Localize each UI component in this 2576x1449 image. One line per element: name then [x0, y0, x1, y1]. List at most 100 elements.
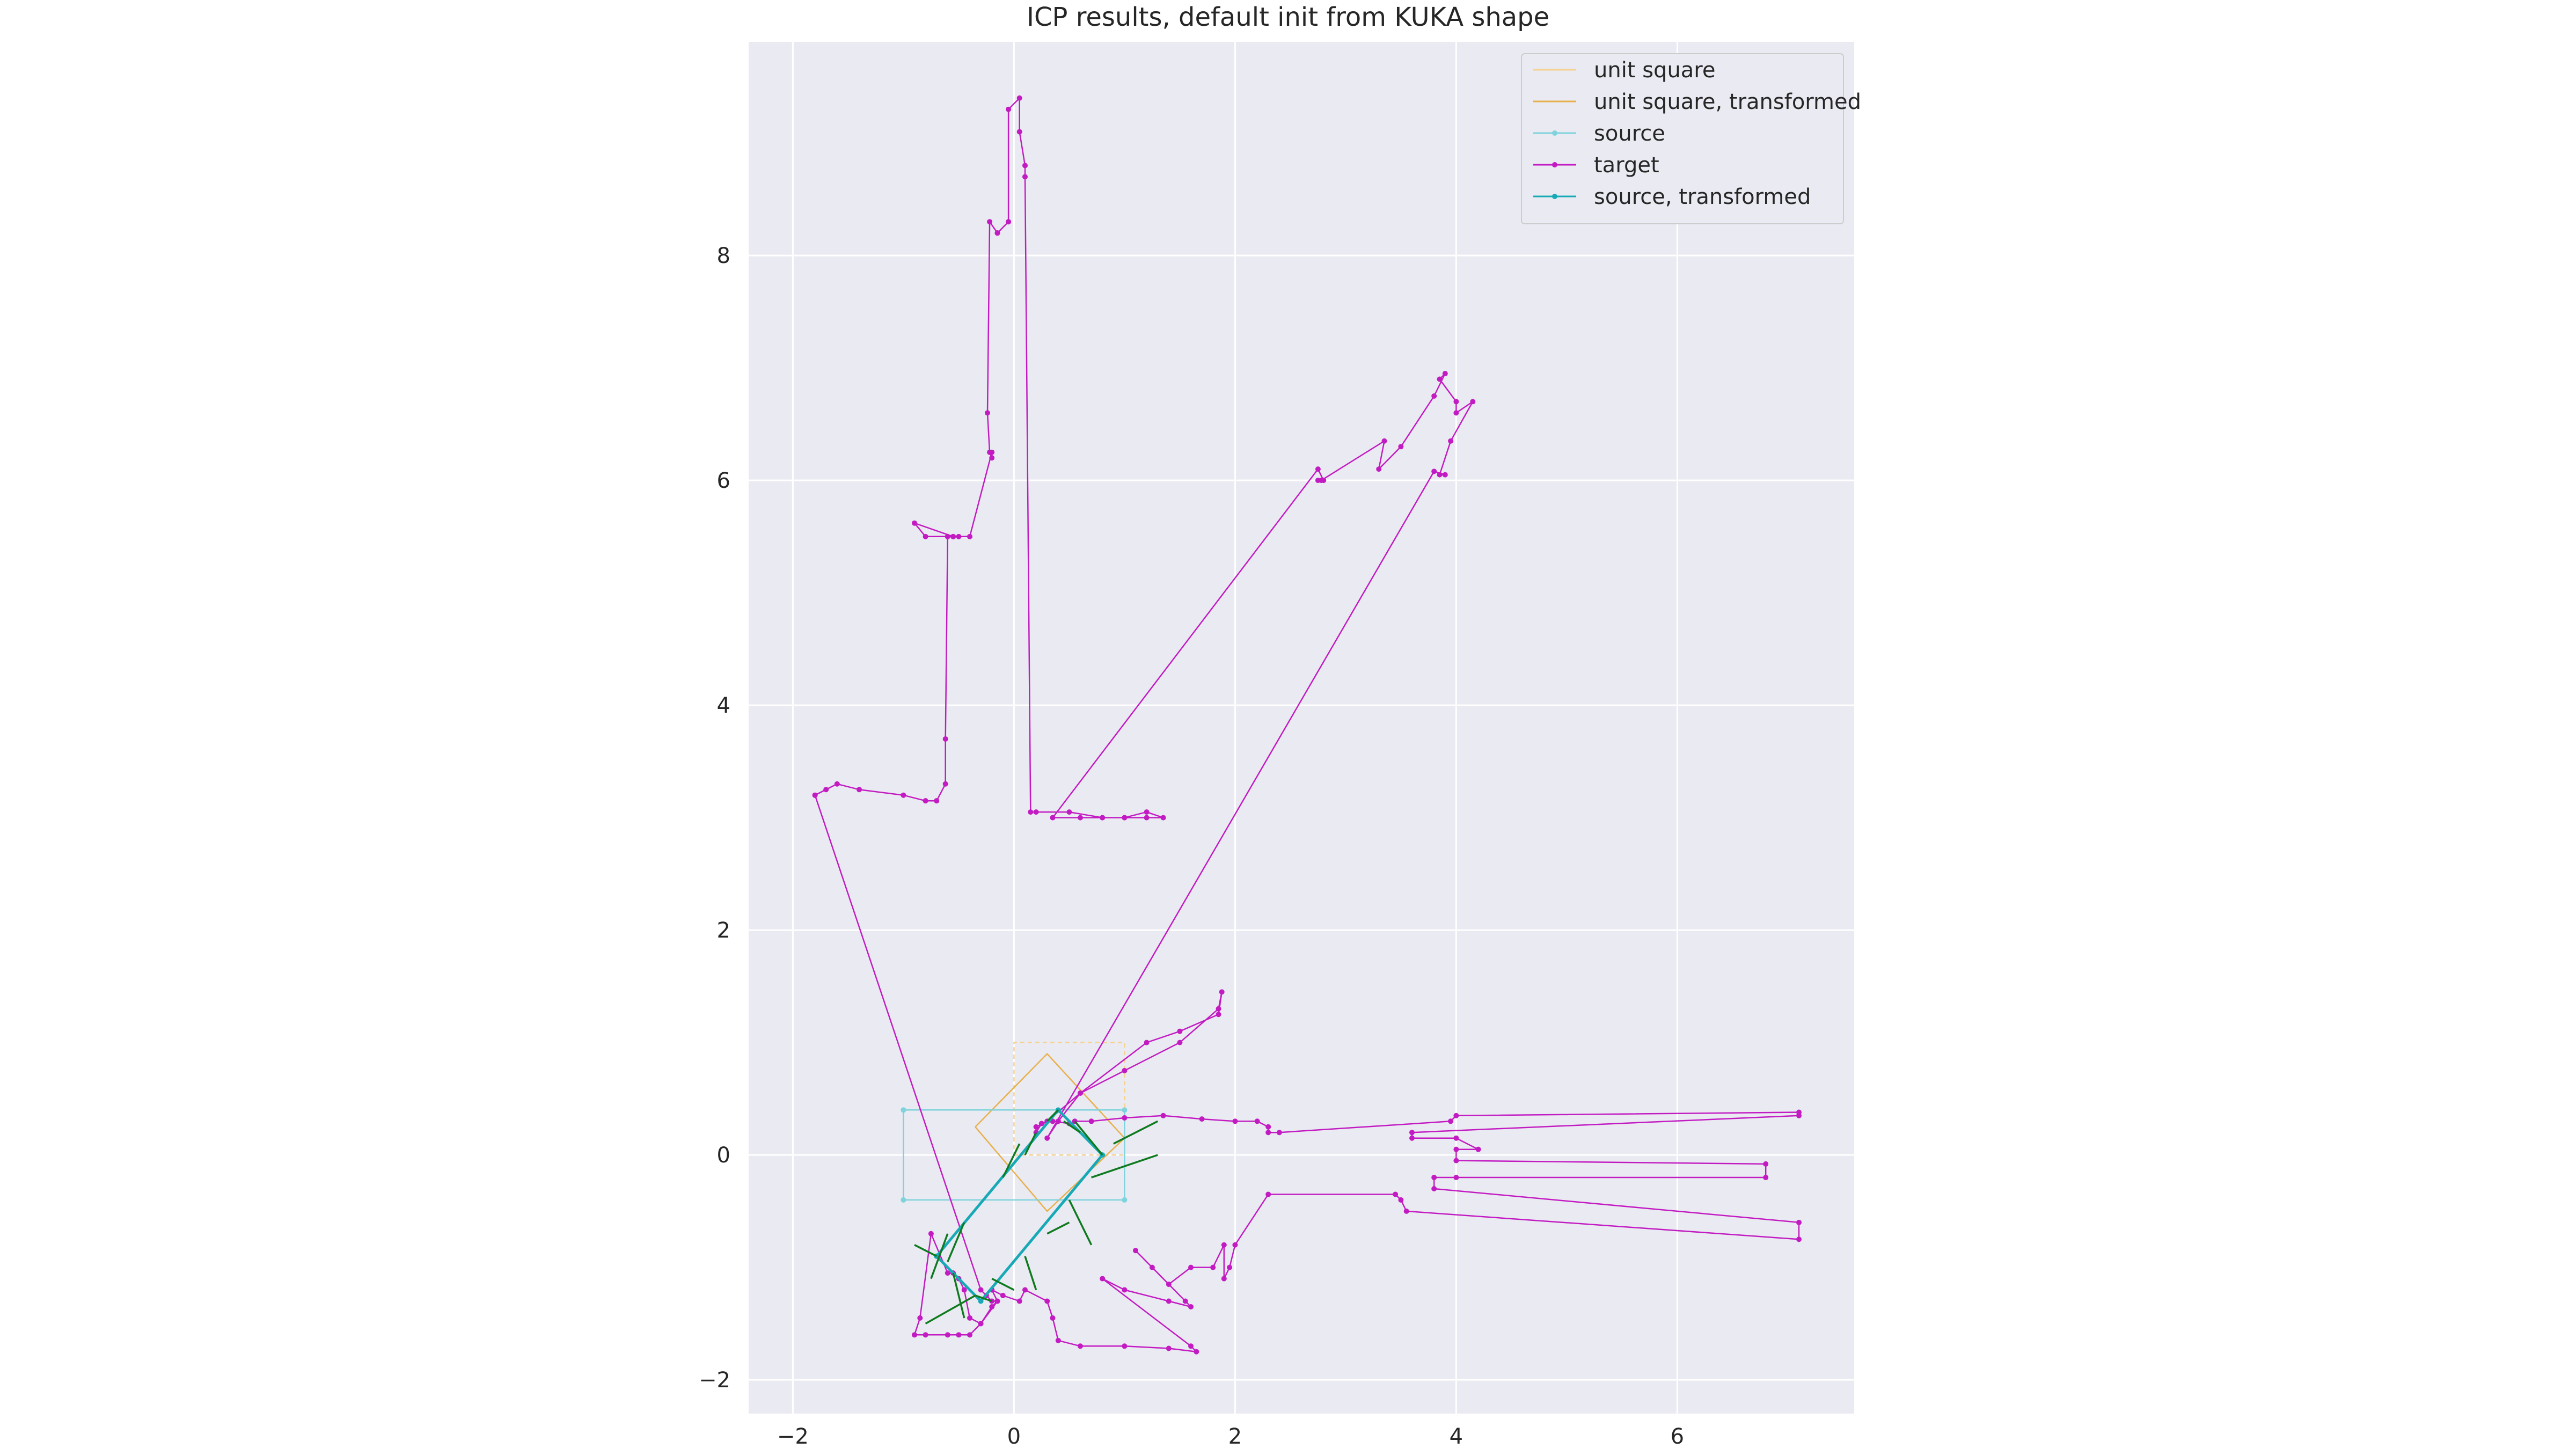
correspondence-line	[1091, 1154, 1158, 1179]
target-point	[1453, 1175, 1459, 1181]
target-point	[1133, 1248, 1138, 1254]
target-point	[1177, 1040, 1183, 1045]
target-point	[1100, 815, 1106, 821]
target-point	[1265, 1191, 1271, 1197]
correspondence-line	[1074, 1121, 1103, 1156]
target-point	[1219, 989, 1225, 995]
correspondence-line	[1113, 1120, 1158, 1145]
target-point	[1453, 410, 1459, 416]
target-point	[1796, 1113, 1802, 1118]
target-point	[1398, 1197, 1404, 1203]
correspondence-line	[975, 1294, 992, 1302]
target-point	[1210, 1264, 1216, 1270]
target-point	[1055, 1118, 1061, 1124]
target-point	[1033, 809, 1039, 815]
target-point	[1265, 1130, 1271, 1136]
target-point	[1276, 1130, 1282, 1136]
target-point	[1122, 1343, 1128, 1349]
target-point	[945, 533, 950, 539]
tick-labels: −2 0 2 4 6 −2 0 2 4 6 8	[699, 244, 1684, 1449]
target-point	[1016, 129, 1022, 135]
target-point	[1227, 1264, 1233, 1270]
correspondence-line	[1024, 1132, 1037, 1155]
x-tick-label: 6	[1671, 1424, 1684, 1449]
correspondence-line	[947, 1222, 965, 1262]
target-point	[923, 533, 928, 539]
correspondence-line	[952, 1272, 965, 1319]
legend-label: source, transformed	[1594, 185, 1811, 209]
target-point	[1442, 472, 1448, 478]
y-tick-label: 6	[717, 469, 730, 493]
target-point	[1144, 815, 1150, 821]
source-point	[901, 1197, 906, 1203]
target-point	[1016, 95, 1022, 101]
target-point	[1066, 809, 1072, 815]
target-point	[917, 1315, 923, 1321]
target-point	[1796, 1219, 1802, 1225]
target-point	[1403, 1208, 1409, 1214]
target-point	[1437, 376, 1443, 382]
target-point	[912, 520, 917, 526]
target-point	[1044, 1135, 1050, 1141]
target-point	[923, 1332, 928, 1338]
target-point	[1100, 1276, 1106, 1282]
correspondence-line	[925, 1294, 976, 1324]
target-point	[1453, 1158, 1459, 1163]
source-point	[1122, 1197, 1128, 1203]
target-point	[978, 1287, 984, 1293]
target-point	[945, 1270, 950, 1276]
target-point	[1431, 1175, 1437, 1181]
target-point	[1055, 1337, 1061, 1343]
legend-label: unit square, transformed	[1594, 90, 1861, 114]
target-point	[823, 787, 829, 793]
target-point	[1166, 1298, 1172, 1304]
target-point	[1182, 1298, 1188, 1304]
legend: unit square unit square, transformed sourc…	[1521, 53, 1861, 224]
target-point	[956, 1332, 962, 1338]
target-point	[1376, 466, 1382, 472]
target-point	[1078, 815, 1083, 821]
target-point	[1437, 472, 1443, 478]
grid	[749, 42, 1854, 1414]
target-point	[1431, 1185, 1437, 1191]
target-point	[1475, 1146, 1481, 1152]
target-point	[934, 798, 940, 804]
target-point	[1166, 1282, 1172, 1287]
target-point	[967, 533, 972, 539]
y-tick-label: −2	[699, 1368, 730, 1393]
target-point	[1160, 1113, 1166, 1118]
target-point	[1022, 174, 1028, 180]
target-point	[942, 736, 948, 742]
unit-square-line	[1013, 1042, 1125, 1156]
target-point	[1000, 1293, 1006, 1299]
target-point	[1050, 1315, 1056, 1321]
target-point	[1453, 1113, 1459, 1118]
correspondence-line	[1002, 1143, 1021, 1178]
target-point	[1409, 1135, 1415, 1141]
correspondence-line	[991, 1278, 1015, 1291]
target-point	[1763, 1175, 1769, 1181]
legend-label: unit square	[1594, 58, 1715, 83]
target-point	[994, 1298, 1000, 1304]
correspondence-line	[1063, 1120, 1081, 1133]
target-point	[1442, 371, 1448, 377]
target-point	[1232, 1118, 1238, 1124]
target-point	[1431, 469, 1437, 474]
target-point	[1122, 1115, 1128, 1121]
target-point	[1221, 1242, 1227, 1248]
target-point	[812, 792, 818, 798]
target-point	[1006, 219, 1012, 225]
target-point	[989, 1304, 995, 1309]
target-point	[967, 1315, 972, 1321]
target-point	[1216, 1006, 1221, 1012]
y-tick-label: 0	[717, 1143, 730, 1168]
source-point	[1122, 1107, 1128, 1113]
target-point	[912, 1332, 917, 1338]
target-point	[1044, 1298, 1050, 1304]
target-point	[950, 533, 956, 539]
target-point	[1398, 444, 1404, 450]
target-point	[1016, 1298, 1022, 1304]
target-point	[1381, 438, 1387, 444]
target-point	[961, 1287, 967, 1293]
chart-title: ICP results, default init from KUKA shap…	[1027, 2, 1549, 32]
